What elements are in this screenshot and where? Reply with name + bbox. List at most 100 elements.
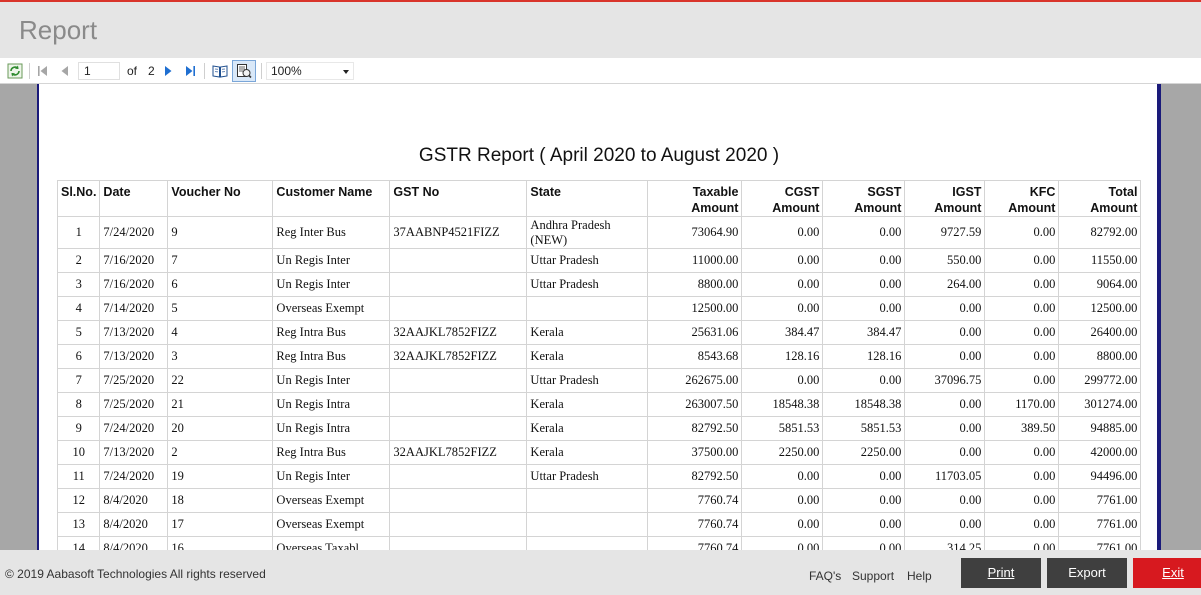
total-amount-cell: 82792.00 bbox=[1058, 216, 1142, 249]
print-layout-icon[interactable] bbox=[212, 63, 228, 79]
sl-no-cell: 1 bbox=[56, 216, 101, 249]
total-amount-cell: 7761.00 bbox=[1058, 536, 1142, 550]
cgst-amount-cell: 0.00 bbox=[741, 368, 824, 393]
total-amount-cell: 42000.00 bbox=[1058, 440, 1142, 465]
gst-no-cell: 32AAJKL7852FIZZ bbox=[389, 440, 528, 465]
export-button[interactable]: Export bbox=[1047, 558, 1127, 588]
voucher-no-cell: 2 bbox=[167, 440, 274, 465]
table-body: 1 7/24/2020 9 Reg Inter Bus 37AABNP4521FIZZ A… bbox=[56, 216, 1142, 550]
gst-no-cell bbox=[389, 488, 528, 513]
taxable-amount-cell: 7760.74 bbox=[647, 488, 743, 513]
report-viewer[interactable]: GSTR Report ( April 2020 to August 2020 … bbox=[0, 84, 1201, 550]
refresh-icon[interactable] bbox=[7, 63, 23, 79]
sgst-amount-cell: 0.00 bbox=[822, 216, 906, 249]
table-row: 8 7/25/2020 21 Un Regis Intra Kerala 263007.5… bbox=[56, 392, 1142, 417]
gst-no-cell: 37AABNP4521FIZZ bbox=[389, 216, 528, 249]
toolbar-separator bbox=[261, 63, 262, 79]
last-page-icon[interactable] bbox=[182, 63, 198, 79]
page-number-input[interactable]: 1 bbox=[78, 62, 120, 80]
sgst-amount-cell: 0.00 bbox=[822, 464, 906, 489]
igst-amount-cell: 550.00 bbox=[904, 248, 986, 273]
kfc-amount-cell: 0.00 bbox=[984, 320, 1060, 345]
voucher-no-cell: 17 bbox=[167, 512, 274, 537]
cgst-amount-cell: 384.47 bbox=[741, 320, 824, 345]
customer-name-cell: Overseas Exempt bbox=[272, 512, 391, 537]
cgst-amount-cell: 0.00 bbox=[741, 216, 824, 249]
taxable-amount-cell: 12500.00 bbox=[647, 296, 743, 321]
sl-no-cell: 7 bbox=[56, 368, 101, 393]
gst-no-cell bbox=[389, 536, 528, 550]
date-cell: 7/13/2020 bbox=[99, 344, 169, 369]
voucher-no-cell: 5 bbox=[167, 296, 274, 321]
igst-amount-cell: 37096.75 bbox=[904, 368, 986, 393]
next-page-icon[interactable] bbox=[160, 63, 176, 79]
cgst-amount-cell: 0.00 bbox=[741, 272, 824, 297]
print-button[interactable]: Print bbox=[961, 558, 1041, 588]
table-row: 10 7/13/2020 2 Reg Intra Bus 32AAJKL7852FIZZ… bbox=[56, 440, 1142, 465]
cgst-amount-cell: 0.00 bbox=[741, 536, 824, 550]
igst-amount-cell: 264.00 bbox=[904, 272, 986, 297]
state-cell bbox=[526, 512, 649, 537]
exit-button[interactable]: Exit bbox=[1133, 558, 1201, 588]
total-amount-cell: 94885.00 bbox=[1058, 416, 1142, 441]
sgst-amount-cell: 0.00 bbox=[822, 248, 906, 273]
customer-name-cell: Un Regis Intra bbox=[272, 416, 391, 441]
table-row: 4 7/14/2020 5 Overseas Exempt 12500.00 0.00 0.… bbox=[56, 296, 1142, 321]
taxable-amount-cell: 73064.90 bbox=[647, 216, 743, 249]
taxable-amount-cell: 8800.00 bbox=[647, 272, 743, 297]
table-row: 12 8/4/2020 18 Overseas Exempt 7760.74 0.00 0.… bbox=[56, 488, 1142, 513]
gst-no-cell bbox=[389, 464, 528, 489]
first-page-icon[interactable] bbox=[35, 63, 51, 79]
state-cell: Uttar Pradesh bbox=[526, 368, 649, 393]
sl-no-cell: 13 bbox=[56, 512, 101, 537]
of-label: of bbox=[127, 64, 138, 78]
previous-page-icon[interactable] bbox=[57, 63, 73, 79]
state-cell: Uttar Pradesh bbox=[526, 272, 649, 297]
total-amount-cell: 9064.00 bbox=[1058, 272, 1142, 297]
faq-link[interactable]: FAQ's bbox=[809, 569, 842, 583]
taxable-amount-cell: 263007.50 bbox=[647, 392, 743, 417]
kfc-amount-cell: 1170.00 bbox=[984, 392, 1060, 417]
state-cell: Kerala bbox=[526, 440, 649, 465]
table-row: 3 7/16/2020 6 Un Regis Inter Uttar Pradesh 88… bbox=[56, 272, 1142, 297]
state-cell: Kerala bbox=[526, 320, 649, 345]
sgst-amount-cell: 384.47 bbox=[822, 320, 906, 345]
kfc-amount-cell: 0.00 bbox=[984, 440, 1060, 465]
help-link[interactable]: Help bbox=[907, 569, 932, 583]
taxable-amount-cell: 11000.00 bbox=[647, 248, 743, 273]
date-cell: 7/14/2020 bbox=[99, 296, 169, 321]
gst-no-cell bbox=[389, 248, 528, 273]
igst-amount-cell: 0.00 bbox=[904, 344, 986, 369]
support-link[interactable]: Support bbox=[852, 569, 895, 583]
footer: © 2019 Aabasoft Technologies All rights … bbox=[0, 550, 1201, 595]
kfc-amount-cell: 0.00 bbox=[984, 512, 1060, 537]
state-cell: Uttar Pradesh bbox=[526, 248, 649, 273]
taxable-amount-cell: 7760.74 bbox=[647, 536, 743, 550]
table-row: 13 8/4/2020 17 Overseas Exempt 7760.74 0.00 0.… bbox=[56, 512, 1142, 537]
voucher-no-cell: 16 bbox=[167, 536, 274, 550]
total-pages: 2 bbox=[148, 64, 155, 78]
total-amount-cell: 94496.00 bbox=[1058, 464, 1142, 489]
title-bar: Report bbox=[0, 2, 1201, 58]
sl-no-cell: 11 bbox=[56, 464, 101, 489]
page-setup-button[interactable] bbox=[232, 60, 256, 82]
zoom-select[interactable]: 100% bbox=[266, 62, 354, 80]
igst-amount-cell: 0.00 bbox=[904, 512, 986, 537]
taxable-amount-cell: 37500.00 bbox=[647, 440, 743, 465]
cgst-amount-cell: 0.00 bbox=[741, 296, 824, 321]
sgst-amount-cell: 5851.53 bbox=[822, 416, 906, 441]
exit-button-label: Exit bbox=[1162, 565, 1184, 580]
kfc-amount-cell: 0.00 bbox=[984, 488, 1060, 513]
page-title: Report bbox=[19, 15, 98, 45]
kfc-amount-cell: 0.00 bbox=[984, 536, 1060, 550]
state-cell bbox=[526, 536, 649, 550]
taxable-amount-cell: 82792.50 bbox=[647, 416, 743, 441]
taxable-amount-cell: 7760.74 bbox=[647, 512, 743, 537]
voucher-no-cell: 7 bbox=[167, 248, 274, 273]
voucher-no-cell: 9 bbox=[167, 216, 274, 249]
sl-no-cell: 2 bbox=[56, 248, 101, 273]
table-row: 14 8/4/2020 16 Overseas Taxabl 7760.74 0.00 0.… bbox=[56, 536, 1142, 550]
column-header: IGST Amount bbox=[904, 180, 986, 217]
igst-amount-cell: 11703.05 bbox=[904, 464, 986, 489]
customer-name-cell: Overseas Exempt bbox=[272, 488, 391, 513]
